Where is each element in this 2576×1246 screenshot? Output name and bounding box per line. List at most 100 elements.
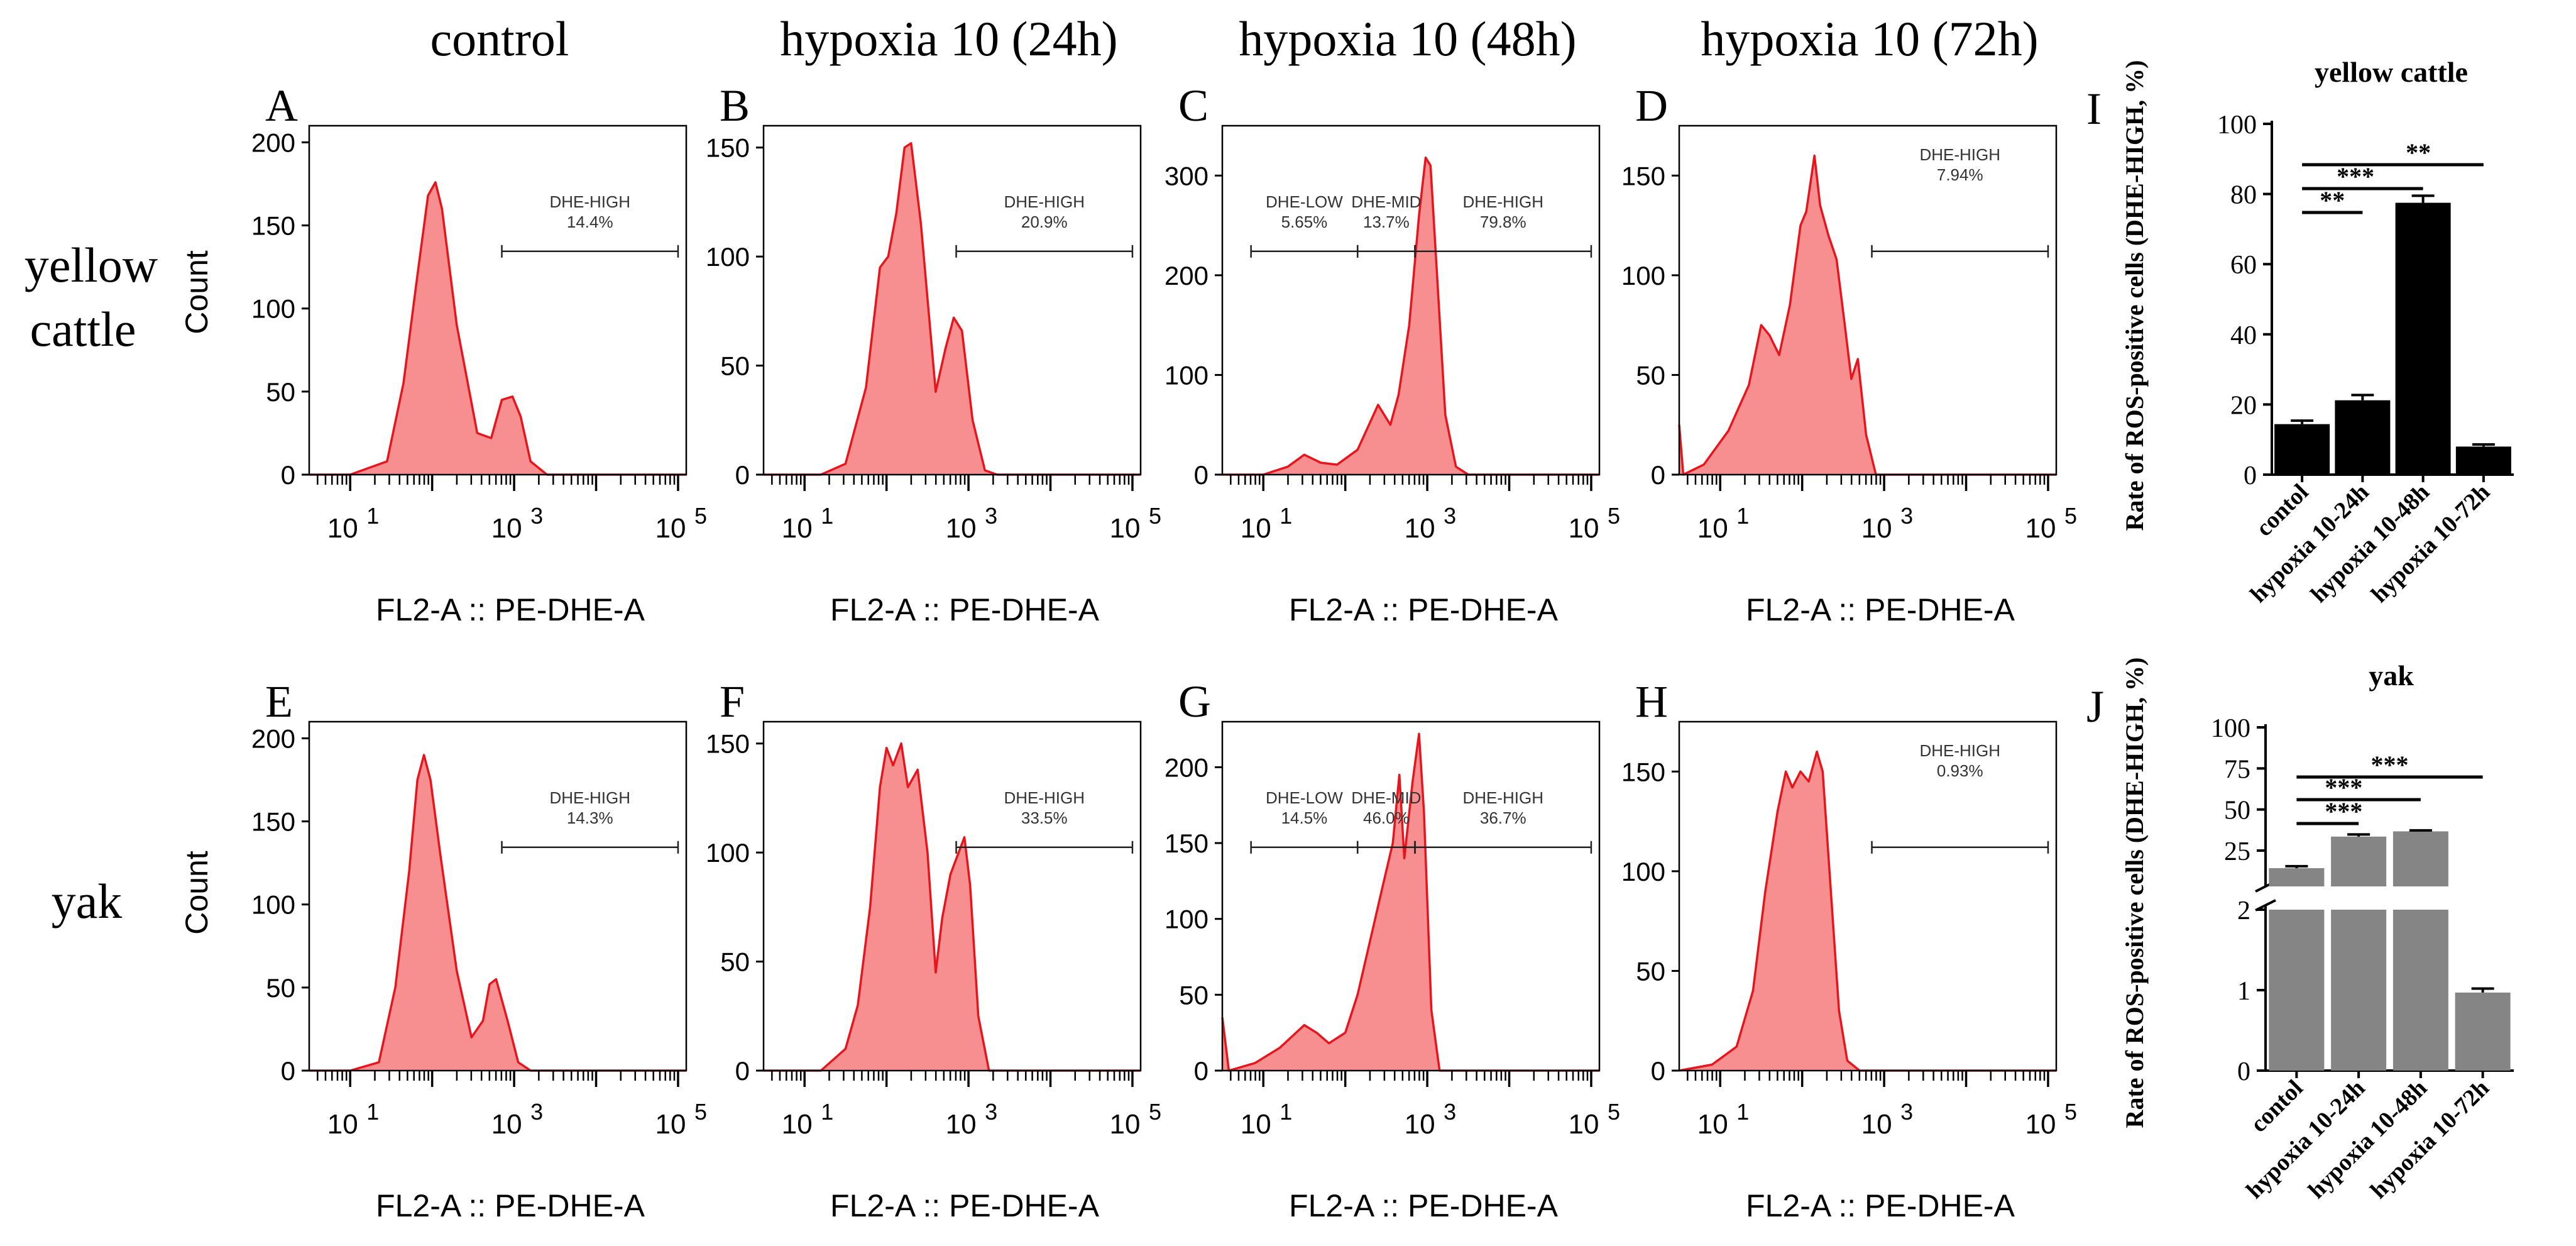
gate-name: DHE-HIGH	[1004, 788, 1085, 807]
y-tick-label: 100	[251, 890, 295, 920]
y-tick-label: 100	[2217, 111, 2257, 140]
x-tick-label: 10	[1568, 1109, 1599, 1140]
y-tick-label: 0	[1194, 460, 1209, 490]
y-tick-label: 150	[706, 729, 750, 759]
x-tick-label: 10	[1568, 513, 1599, 544]
x-tick-label: 10	[491, 1109, 522, 1140]
gate-name: DHE-HIGH	[1462, 192, 1543, 211]
histogram-fill	[764, 743, 1141, 1071]
y-tick-label: 20	[2230, 391, 2257, 420]
panel-letter: D	[1635, 80, 1668, 131]
histogram-x-label: FL2-A :: PE-DHE-A	[830, 592, 1100, 627]
gate-percent: 14.5%	[1281, 808, 1328, 827]
x-tick-exponent: 5	[2064, 1099, 2077, 1125]
y-tick-label: 300	[1165, 161, 1209, 190]
significance-label: ***	[2371, 751, 2409, 779]
gate-percent: 5.65%	[1281, 212, 1328, 231]
x-tick-exponent: 1	[1280, 1099, 1292, 1125]
y-tick-label: 50	[720, 351, 750, 381]
y-tick-label: 100	[1621, 857, 1665, 886]
histogram-y-label-bottom: Count	[179, 851, 214, 935]
y-tick-label: 0	[2237, 1057, 2250, 1086]
gate-name: DHE-HIGH	[549, 788, 630, 807]
histogram-line	[1678, 154, 2056, 476]
plot-frame	[1678, 720, 2058, 1072]
y-tick-label: 100	[251, 294, 295, 324]
gate-name: DHE-HIGH	[1004, 192, 1085, 211]
y-tick-label: 1	[2237, 977, 2250, 1006]
gate-percent: 46.0%	[1363, 808, 1410, 827]
gate-percent: 14.3%	[567, 808, 613, 827]
histogram-line	[1222, 156, 1599, 476]
bar-lower	[2392, 910, 2448, 1071]
gate-name: DHE-HIGH	[1919, 741, 2000, 760]
histogram-line	[764, 742, 1141, 1072]
y-tick-label: 150	[251, 211, 295, 241]
histogram-line	[1679, 750, 2056, 1072]
gate-name: DHE-HIGH	[1462, 788, 1543, 807]
x-tick-label: 10	[1861, 1109, 1892, 1140]
panel-letter: A	[265, 80, 298, 131]
histogram-x-label: FL2-A :: PE-DHE-A	[1746, 592, 2015, 627]
panel-letter: C	[1178, 80, 1209, 131]
panel-letter: G	[1178, 676, 1211, 727]
plot-frame	[1221, 124, 1601, 476]
y-tick-label: 200	[251, 724, 295, 753]
x-tick-label: 10	[782, 513, 813, 544]
panel-letter: F	[720, 676, 745, 727]
y-tick-label: 200	[1165, 753, 1209, 782]
x-tick-label: 10	[1109, 513, 1140, 544]
y-tick-label: 75	[2224, 755, 2250, 784]
y-tick-label: 50	[1636, 956, 1665, 986]
gate-percent: 79.8%	[1480, 212, 1526, 231]
chart-title: yellow cattle	[2315, 56, 2468, 88]
row-label-cattle: cattle	[30, 302, 136, 356]
y-tick-label: 50	[266, 973, 295, 1003]
gate-percent: 0.93%	[1937, 761, 1983, 780]
x-tick-label: 10	[1861, 513, 1892, 544]
histogram-y-label-top: Count	[179, 250, 214, 334]
bar-lower	[2269, 910, 2325, 1071]
x-tick-exponent: 1	[1280, 503, 1292, 529]
histogram-fill	[309, 754, 686, 1071]
significance-label: ***	[2337, 162, 2374, 190]
y-tick-label: 0	[281, 1056, 295, 1086]
y-tick-label: 50	[1636, 360, 1665, 390]
x-tick-exponent: 1	[821, 503, 833, 529]
y-tick-label: 100	[706, 242, 750, 272]
x-tick-exponent: 5	[1608, 1099, 1620, 1125]
y-tick-label: 150	[1165, 829, 1209, 858]
y-tick-label: 100	[1165, 360, 1209, 390]
x-tick-label: 10	[491, 513, 522, 544]
bar-lower	[2331, 910, 2387, 1071]
y-tick-label: 0	[1651, 460, 1665, 490]
x-tick-exponent: 3	[530, 503, 543, 529]
y-tick-label: 50	[1179, 980, 1209, 1010]
x-tick-label: 10	[1697, 1109, 1728, 1140]
x-tick-exponent: 3	[1444, 503, 1456, 529]
row-label-yellow: yellow	[25, 238, 158, 292]
plot-frame	[308, 124, 688, 476]
histogram-fill	[1679, 155, 2056, 475]
histogram-x-label: FL2-A :: PE-DHE-A	[1289, 592, 1559, 627]
bar	[2395, 202, 2451, 475]
x-tick-exponent: 5	[1149, 503, 1161, 529]
gate-name: DHE-HIGH	[549, 192, 630, 211]
histogram-fill	[764, 143, 1141, 475]
histogram-x-label: FL2-A :: PE-DHE-A	[376, 592, 645, 627]
y-axis-label: Rate of ROS-positive cells (DHE-HIGH, %)	[2120, 60, 2149, 531]
y-tick-label: 50	[266, 377, 295, 407]
y-tick-label: 150	[1621, 757, 1665, 786]
bar	[2455, 446, 2511, 475]
y-tick-label: 200	[1165, 261, 1209, 290]
column-header-hypoxia-48h: hypoxia 10 (48h)	[1239, 11, 1576, 66]
gate-name: DHE-MID	[1351, 788, 1421, 807]
y-tick-label: 0	[2244, 461, 2257, 490]
y-tick-label: 100	[1621, 261, 1665, 290]
x-tick-label: 10	[1241, 1109, 1271, 1140]
y-tick-label: 0	[281, 460, 295, 490]
